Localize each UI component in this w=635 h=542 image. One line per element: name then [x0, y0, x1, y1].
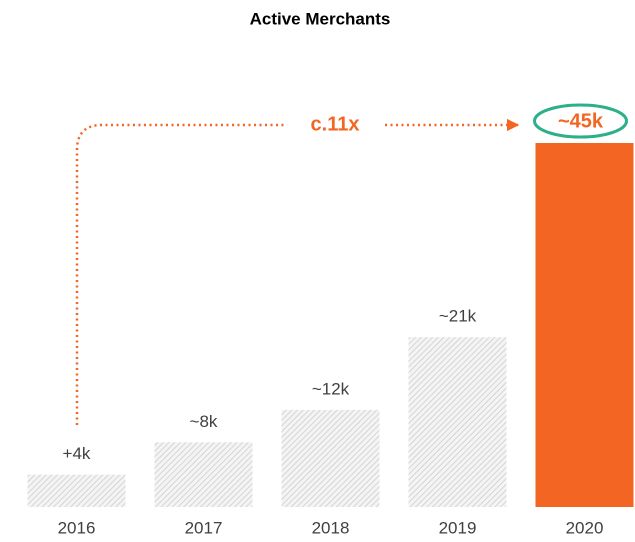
value-label: ~8k — [190, 412, 218, 431]
value-label: +4k — [63, 444, 91, 463]
growth-arrow — [75, 123, 285, 425]
x-tick-label: 2017 — [185, 518, 223, 537]
x-tick-label: 2020 — [566, 518, 604, 537]
bar — [154, 442, 253, 507]
bar — [281, 409, 380, 507]
chart-title: Active Merchants — [250, 9, 391, 28]
bar — [535, 143, 634, 507]
highlight-ring — [533, 103, 628, 139]
bar — [408, 337, 507, 507]
value-label: ~21k — [439, 307, 477, 326]
value-label: ~12k — [312, 379, 350, 398]
x-tick-label: 2018 — [312, 518, 350, 537]
annotation: c.11x — [311, 113, 360, 135]
x-tick-label: 2016 — [58, 518, 96, 537]
x-tick-label: 2019 — [439, 518, 477, 537]
value-label: ~45k — [558, 110, 604, 132]
bar — [27, 474, 126, 507]
